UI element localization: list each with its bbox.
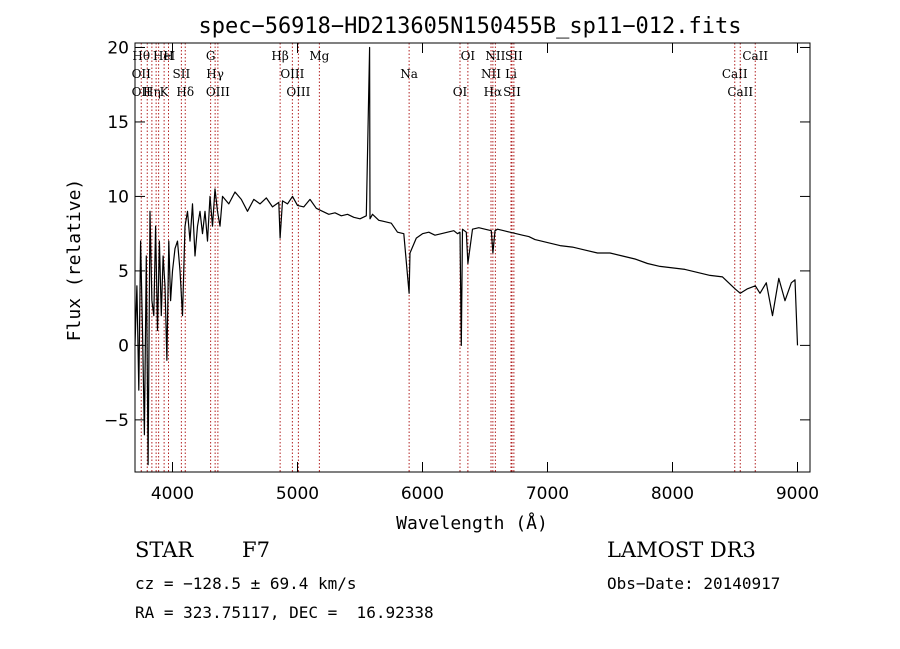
y-tick-label-3: 10 <box>107 187 129 207</box>
y-tick-label-5: 20 <box>107 38 129 58</box>
line-marker-label-27-0: CaII <box>742 49 768 63</box>
line-marker-label-11-0: OIII <box>206 85 230 99</box>
line-marker-label-6-0: H <box>163 49 173 63</box>
line-marker-label-22-0: Li <box>505 67 517 81</box>
line-marker-label-10-0: Hγ <box>206 67 224 81</box>
line-marker-label-0-1: OII <box>132 67 152 81</box>
line-marker-label-20-0: Hα <box>484 85 503 99</box>
line-marker-label-14-0: OIII <box>286 85 310 99</box>
survey-name: LAMOST DR3 <box>607 538 756 562</box>
x-tick-label-2: 6000 <box>401 484 444 504</box>
observation-date: Obs−Date: 20140917 <box>607 574 781 593</box>
spectral-subclass: F7 <box>242 538 270 562</box>
y-tick-label-4: 15 <box>107 113 129 133</box>
y-tick-label-2: 5 <box>118 262 129 282</box>
line-marker-layer: HθOIIOIIHηKHeIHSIIHδGHγOIIIHβOIIIOIIIMgN… <box>132 43 768 472</box>
line-marker-label-2-0: Hη <box>143 85 161 99</box>
line-marker-label-26-0: CaII <box>727 85 753 99</box>
plot-frame <box>134 42 811 473</box>
spectrum-layer <box>134 46 799 466</box>
x-tick-label-4: 8000 <box>651 484 694 504</box>
line-marker-label-16-0: Na <box>400 67 418 81</box>
y-tick-label-1: 0 <box>118 336 129 356</box>
line-marker-label-9-0: G <box>206 49 216 63</box>
x-tick-label-3: 7000 <box>526 484 569 504</box>
y-axis-label: Flux (relative) <box>64 179 85 342</box>
x-tick-label-0: 4000 <box>151 484 194 504</box>
line-marker-label-5-1: HeI <box>153 49 176 63</box>
line-marker-label-8-0: Hδ <box>176 85 194 99</box>
line-marker-label-5-0: K <box>160 85 170 99</box>
sky-coordinates: RA = 323.75117, DEC = 16.92338 <box>135 603 434 622</box>
x-tick-label-1: 5000 <box>276 484 319 504</box>
x-axis-label: Wavelength (Å) <box>396 512 548 534</box>
line-marker-label-7-0: SII <box>173 67 191 81</box>
line-marker-label-19-0: NII <box>481 67 501 81</box>
redshift-cz: cz = −128.5 ± 69.4 km/s <box>135 574 357 593</box>
x-tick-label-5: 9000 <box>776 484 819 504</box>
line-marker-label-12-0: Hβ <box>271 49 288 63</box>
line-marker-label-0-0: Hθ <box>132 49 150 63</box>
axis-layer: 4000 5000 6000 7000 8000 9000 −5 0 5 10 15 20 <box>104 38 819 504</box>
line-marker-label-0-2: OII <box>132 85 152 99</box>
line-marker-label-21-0: NII <box>485 49 505 63</box>
spectrum-line-0 <box>134 46 799 466</box>
object-type: STAR <box>135 538 194 562</box>
line-marker-label-24-0: SII <box>505 49 523 63</box>
y-tick-label-0: −5 <box>104 411 129 431</box>
line-marker-label-18-0: OI <box>461 49 476 63</box>
line-marker-label-13-0: OIII <box>280 67 304 81</box>
line-marker-label-15-0: Mg <box>309 49 329 63</box>
line-marker-label-17-0: OI <box>453 85 468 99</box>
line-marker-label-25-0: CaII <box>722 67 748 81</box>
chart-title: spec−56918−HD213605N150455B_sp11−012.fit… <box>198 14 741 39</box>
line-marker-label-23-0: SII <box>503 85 521 99</box>
